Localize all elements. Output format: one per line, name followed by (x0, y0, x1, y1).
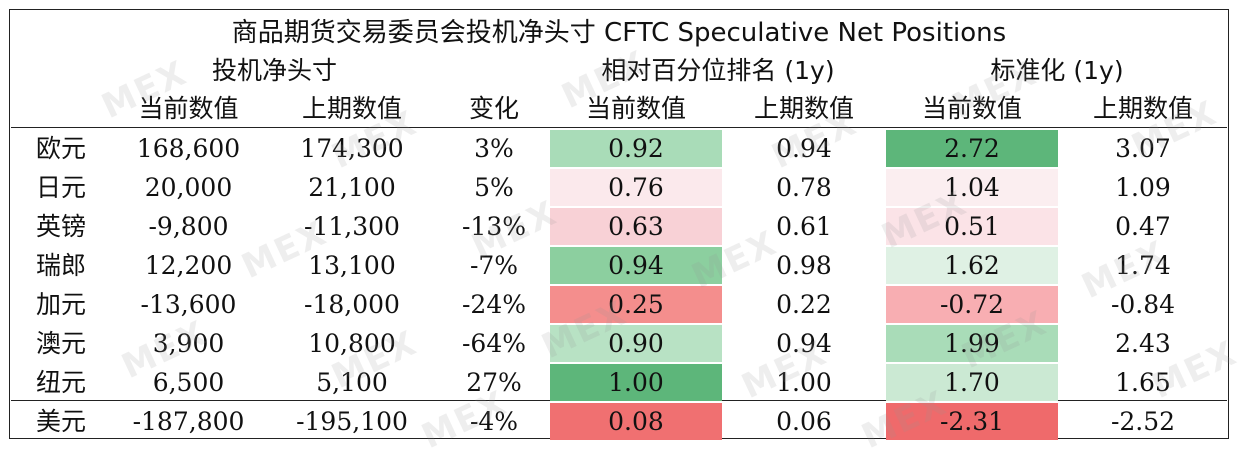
table-cell: 2.72 (944, 134, 1000, 163)
table-cell: -18,000 (304, 290, 400, 319)
table-cell: 0.90 (608, 329, 664, 358)
table-cell: -9,800 (148, 212, 229, 241)
table-cell: 3,900 (152, 329, 225, 358)
row-label: 英镑 (35, 212, 86, 241)
heatmap-cell-standardized (886, 325, 1058, 362)
column-header: 上期数值 (301, 94, 402, 123)
table-cell: 6,500 (152, 368, 225, 397)
table-cell: -0.72 (939, 290, 1005, 319)
table-cell: 0.06 (776, 407, 832, 436)
heatmap-cell-standardized (886, 208, 1058, 245)
row-label: 澳元 (35, 329, 86, 358)
table-cell: -11,300 (304, 212, 400, 241)
table-cell: 1.70 (944, 368, 1000, 397)
table-cell: 21,100 (308, 173, 396, 202)
row-label: 瑞郎 (35, 251, 86, 280)
row-label: 美元 (35, 407, 86, 436)
row-label: 日元 (35, 173, 86, 202)
heatmap-cell-percentile (550, 364, 722, 401)
header-rule (11, 127, 1227, 128)
heatmap-cell-percentile (550, 208, 722, 245)
table-cell: 1.04 (944, 173, 1000, 202)
table-cell: -64% (461, 329, 526, 358)
table-cell: 1.00 (608, 368, 664, 397)
heatmap-cell-percentile (550, 325, 722, 362)
table-cell: 1.99 (944, 329, 1000, 358)
table-cell: -2.31 (939, 407, 1005, 436)
heatmap-cell-standardized (886, 403, 1058, 440)
table-cell: 0.94 (608, 251, 664, 280)
table-cell: -187,800 (132, 407, 245, 436)
table-cell: 3% (474, 134, 514, 163)
table-cell: 3.07 (1115, 134, 1171, 163)
table-cell: 13,100 (308, 251, 396, 280)
table-cell: 1.74 (1115, 251, 1171, 280)
table-cell: 0.51 (944, 212, 1000, 241)
heatmap-cell-standardized (886, 286, 1058, 323)
group-header-percentile-rank: 相对百分位排名 (1y) (601, 56, 835, 85)
heatmap-cell-standardized (886, 364, 1058, 401)
table-cell: 1.62 (944, 251, 1000, 280)
table-cell: -13,600 (140, 290, 237, 319)
table-cell: 0.92 (608, 134, 664, 163)
table-title: 商品期货交易委员会投机净头寸 CFTC Speculative Net Posi… (231, 18, 1007, 48)
table-cell: 2.43 (1115, 329, 1171, 358)
table-cell: 1.00 (776, 368, 832, 397)
column-header: 上期数值 (753, 94, 854, 123)
table-cell: 0.78 (776, 173, 832, 202)
table-cell: 0.61 (776, 212, 832, 241)
table-cell: 0.76 (608, 173, 664, 202)
table-cell: -2.52 (1110, 407, 1176, 436)
heatmap-cell-percentile (550, 403, 722, 440)
heatmap-cell-standardized (886, 130, 1058, 167)
table-cell: -0.84 (1110, 290, 1176, 319)
row-label: 欧元 (35, 134, 86, 163)
table-cell: 5,100 (316, 368, 388, 397)
table-cell: 0.98 (776, 251, 832, 280)
table-cell: 10,800 (308, 329, 396, 358)
heatmap-cell-percentile (550, 169, 722, 206)
heatmap-cell-standardized (886, 247, 1058, 284)
group-header-net-positions: 投机净头寸 (211, 56, 337, 85)
table-cell: -4% (469, 407, 519, 436)
table-cell: 174,300 (300, 134, 404, 163)
table-cell: 12,200 (144, 251, 233, 280)
table-cell: 168,600 (136, 134, 241, 163)
heatmap-cell-percentile (550, 286, 722, 323)
table-cell: 0.94 (776, 329, 832, 358)
table-cell: 20,000 (144, 173, 233, 202)
column-header: 当前数值 (138, 94, 239, 123)
table-cell: 0.63 (608, 212, 664, 241)
column-header: 当前数值 (921, 94, 1022, 123)
table-cell: -7% (469, 251, 519, 280)
row-label: 纽元 (35, 368, 86, 397)
table-cell: -13% (461, 212, 526, 241)
heatmap-cell-percentile (550, 130, 722, 167)
table-cell: 1.09 (1115, 173, 1171, 202)
table-cell: 0.08 (608, 407, 664, 436)
group-header-standardized: 标准化 (1y) (990, 56, 1124, 85)
heatmap-cell-percentile (550, 247, 722, 284)
column-header: 变化 (468, 94, 519, 123)
table-cell: 0.22 (776, 290, 832, 319)
table-cell: 0.25 (608, 290, 664, 319)
table-cell: 27% (466, 368, 522, 397)
table-cell: 0.94 (776, 134, 832, 163)
table-cell: -24% (461, 290, 526, 319)
heatmap-cell-standardized (886, 169, 1058, 206)
column-header: 当前数值 (585, 94, 686, 123)
row-label: 加元 (35, 290, 86, 319)
table-cell: 0.47 (1115, 212, 1171, 241)
table-cell: 1.65 (1115, 368, 1171, 397)
table-cell: 5% (474, 173, 514, 202)
column-header: 上期数值 (1092, 94, 1193, 123)
table-cell: -195,100 (296, 407, 408, 436)
